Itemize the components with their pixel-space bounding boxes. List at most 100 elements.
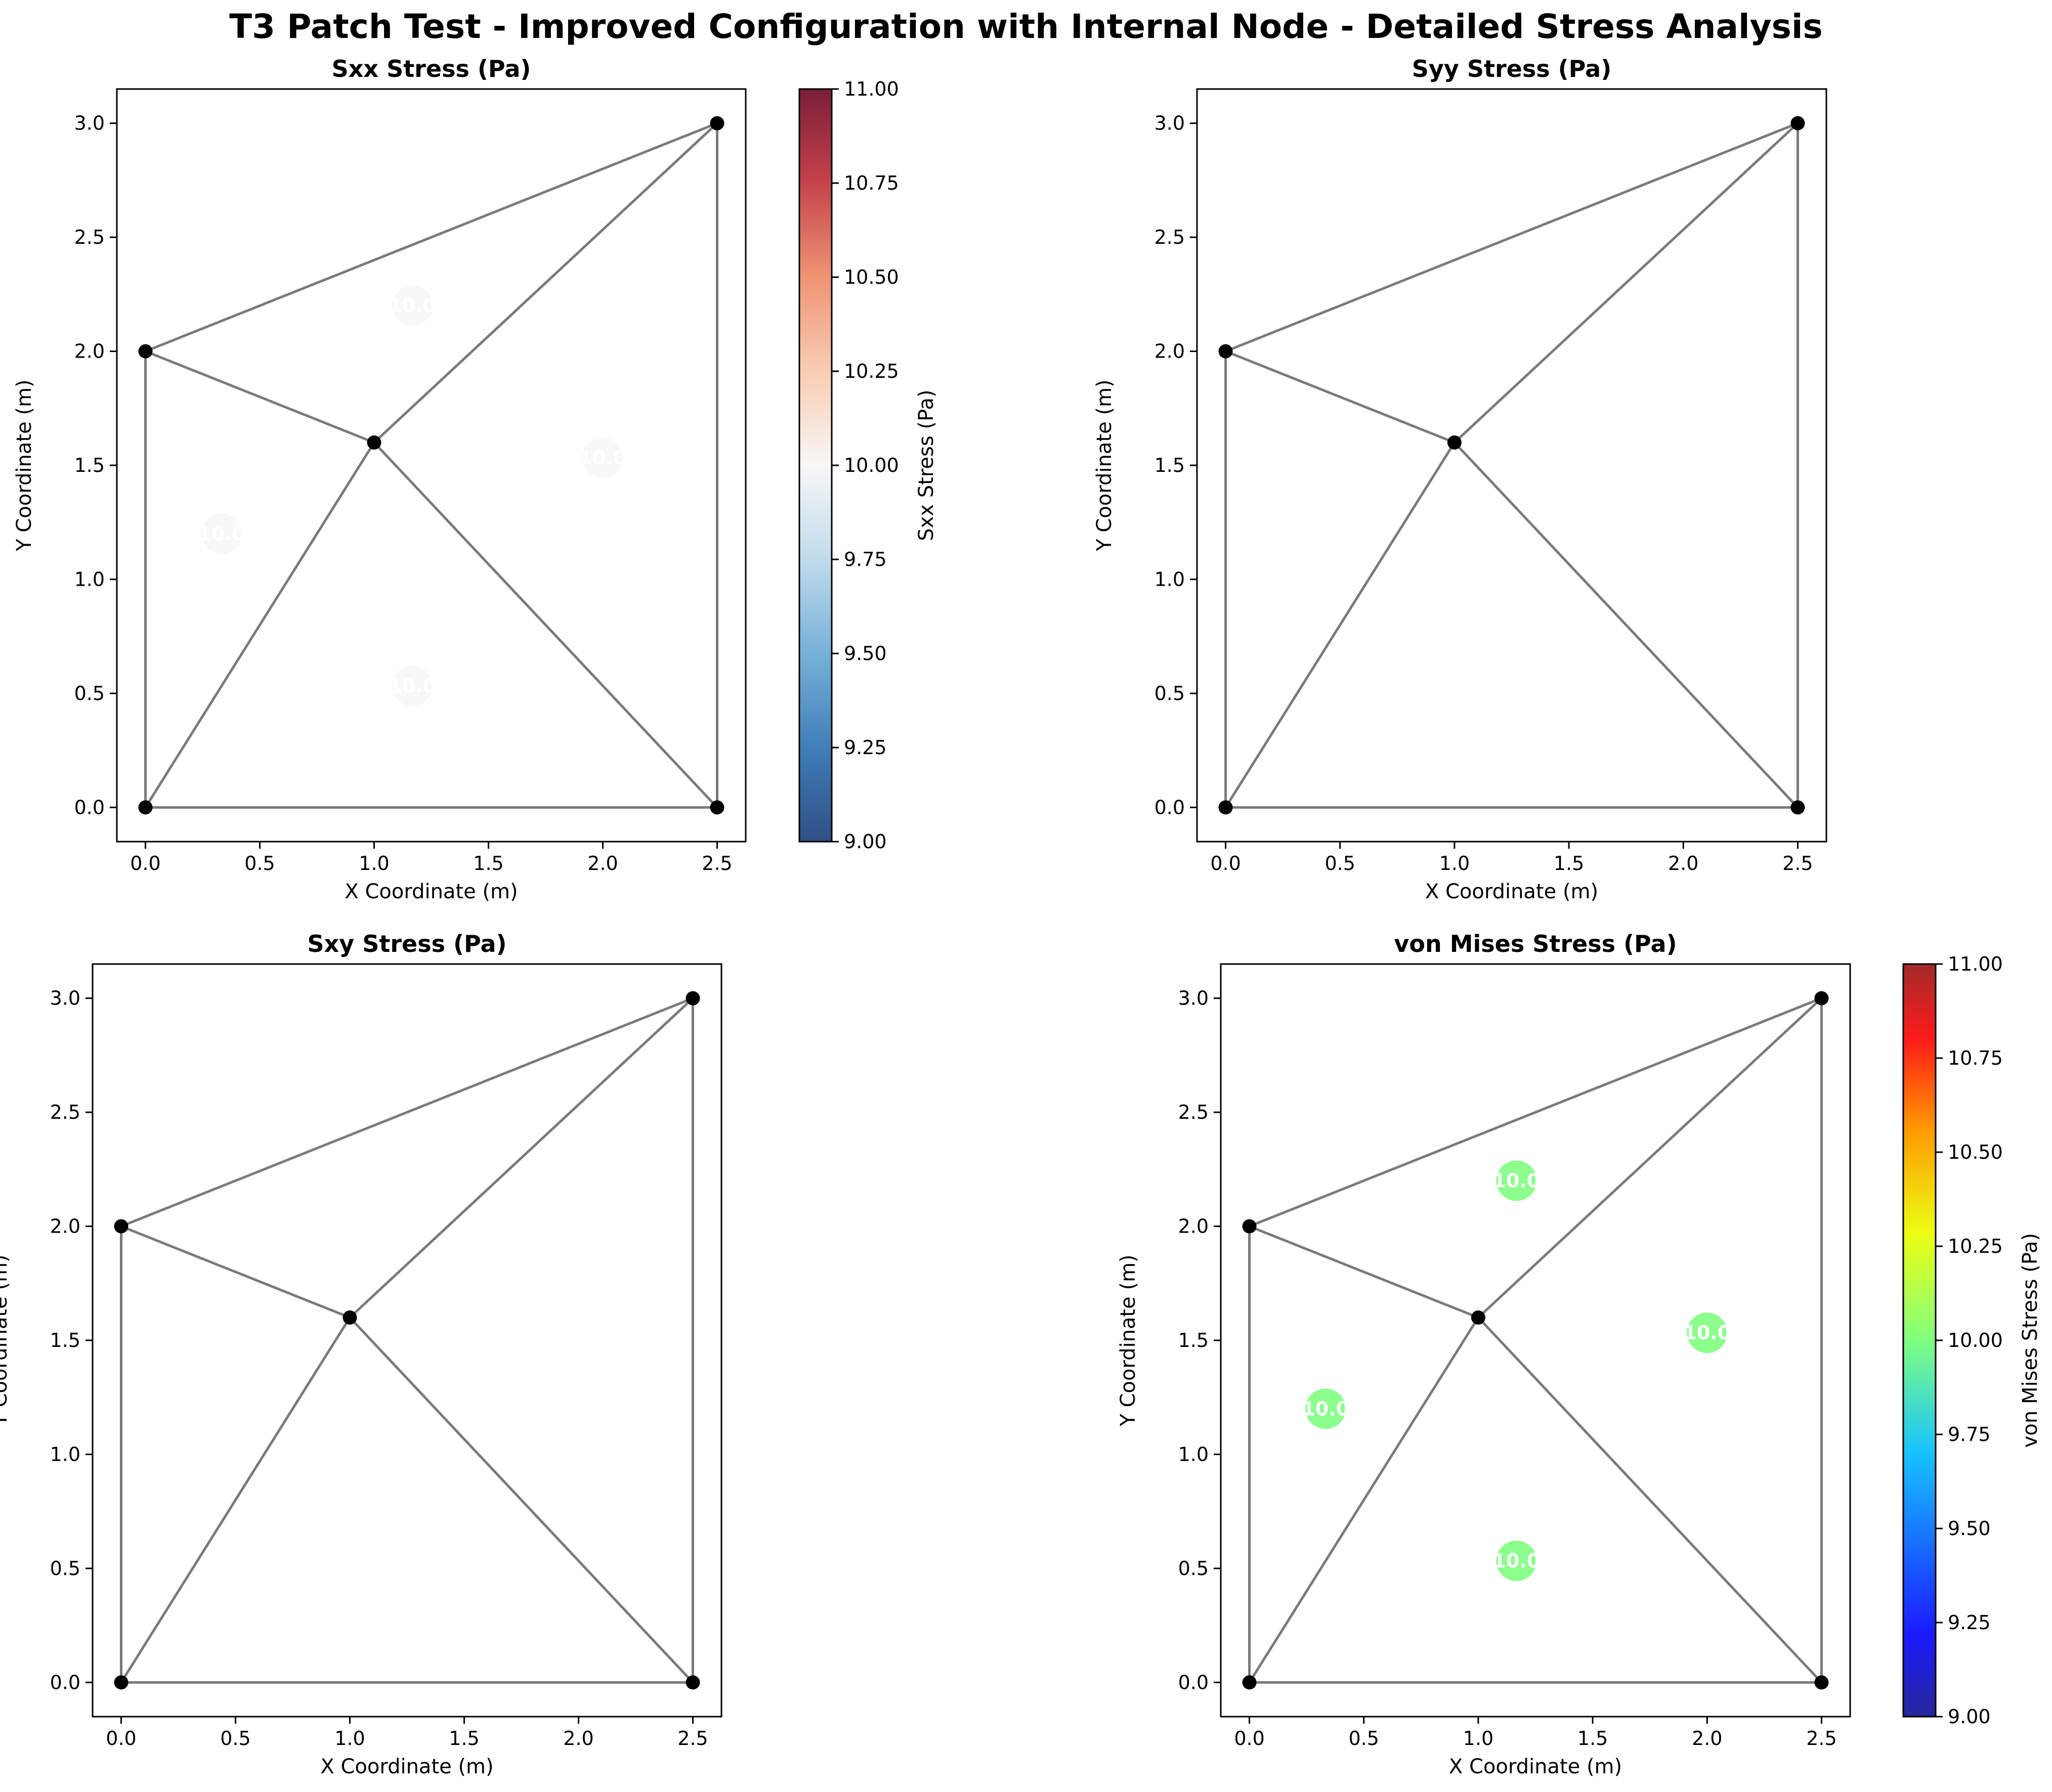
colorbar-gradient [1902,963,1937,1718]
x-tick-label: 2.5 [1806,1727,1836,1750]
colorbar-tick-label: 10.75 [844,172,899,194]
y-tick-label: 3.0 [1155,112,1185,135]
element-stress-marker [1496,1541,1537,1582]
mesh-node [1814,1675,1829,1690]
element-stress-marker [582,438,623,478]
mesh-edge [1249,1225,1479,1319]
x-tick-label: 1.0 [334,1727,365,1750]
colorbar-tick-label: 9.00 [844,831,887,853]
x-tick-label: 0.0 [106,1727,136,1750]
y-tick-label: 2.0 [1155,340,1185,363]
mesh-node [367,435,381,450]
x-tick-label: 2.0 [587,852,618,875]
x-tick-label: 0.5 [1325,852,1355,875]
y-tick-label: 2.5 [1178,1101,1209,1123]
mesh-edge [1225,122,1799,353]
mesh-node [114,1675,129,1690]
colorbar-tick-label: 10.50 [844,266,899,288]
element-stress-marker [392,285,433,326]
y-tick-label: 2.0 [74,340,105,363]
y-tick-label: 1.0 [1155,568,1185,590]
mesh-edge [1454,122,1799,444]
colorbar-label: von Mises Stress (Pa) [2019,1233,2042,1448]
y-axis-label: Y Coordinate (m) [1117,1254,1140,1426]
colorbar-tick-label: 9.50 [844,642,887,665]
x-tick-label: 1.5 [1554,852,1584,875]
y-tick-label: 3.0 [74,112,105,135]
colorbar-label: Sxx Stress (Pa) [915,389,938,541]
element-stress-label: 10.0 [579,447,627,469]
y-axis-label: Y Coordinate (m) [13,379,36,551]
x-tick-label: 0.0 [130,852,160,875]
element-stress-label: 10.0 [1493,1169,1541,1192]
y-tick-label: 1.5 [74,454,105,476]
mesh-edge [1249,997,1822,1228]
element-stress-marker [1496,1160,1537,1201]
colorbar-tick-label: 11.00 [844,78,899,100]
mesh-node [1814,991,1829,1006]
mesh-node [1218,800,1233,815]
colorbar-tick-label: 9.75 [844,548,887,571]
y-tick-label: 0.5 [50,1557,80,1580]
element-stress-label: 10.0 [1493,1550,1541,1572]
colorbar-tick-label: 10.25 [1948,1235,2003,1257]
x-tick-label: 0.0 [1234,1727,1264,1750]
mesh-node [1790,116,1805,130]
axes-frame [1220,963,1851,1718]
element-stress-label: 10.0 [1302,1397,1349,1420]
mesh-node [1790,800,1805,815]
mesh-node [138,344,153,359]
colorbar-tick-label: 9.25 [1948,1611,1991,1634]
y-tick-label: 1.5 [1178,1329,1209,1351]
mesh-node [1218,344,1233,359]
y-tick-label: 2.5 [1155,226,1185,248]
subplot-title: Syy Stress (Pa) [1412,55,1611,82]
mesh-node [710,116,724,130]
colorbar-tick-label: 10.75 [1948,1047,2003,1069]
mesh-edge [1224,442,1456,808]
mesh-edge [373,442,718,809]
subplot-1: Sxx Stress (Pa) 0.0 0.5 1.0 1.5 2.0 2.5 0.0 0.5 1… [13,55,938,903]
y-tick-label: 1.0 [1178,1443,1209,1465]
element-stress-label: 10.0 [389,675,436,697]
x-tick-label: 1.5 [473,852,503,875]
x-tick-label: 2.5 [1782,852,1813,875]
subplot-title: Sxy Stress (Pa) [307,930,506,957]
mesh-node [1471,1310,1485,1325]
y-tick-label: 1.0 [50,1443,80,1465]
mesh-node [1242,1675,1257,1690]
x-tick-label: 1.0 [359,852,389,875]
x-tick-label: 2.0 [1692,1727,1722,1750]
colorbar-tick-label: 9.75 [1948,1423,1991,1446]
x-axis-label: X Coordinate (m) [320,1755,493,1778]
y-tick-label: 2.5 [50,1101,80,1123]
mesh-node [138,800,153,815]
y-tick-label: 1.5 [50,1329,80,1351]
y-tick-label: 3.0 [50,987,80,1010]
colorbar-tick-label: 11.00 [1948,953,2003,975]
x-tick-label: 0.5 [244,852,275,875]
element-stress-label: 10.0 [1683,1322,1731,1344]
subplot-4: von Mises Stress (Pa) 0.0 0.5 1.0 1.5 2.0 2.5 0… [1117,930,2042,1778]
y-tick-label: 0.0 [50,1671,80,1693]
axes-frame [92,963,722,1718]
subplot-title: von Mises Stress (Pa) [1394,930,1677,957]
y-tick-label: 1.0 [74,568,105,590]
x-axis-label: X Coordinate (m) [1425,880,1598,903]
colorbar: 9.00 9.25 9.50 9.75 10.00 10.25 10.50 10.75 11.0… [798,78,938,853]
mesh-node [114,1219,129,1234]
element-stress-marker [1305,1388,1346,1429]
x-tick-label: 0.0 [1210,852,1241,875]
x-tick-label: 0.5 [1349,1727,1379,1750]
y-tick-label: 0.0 [1155,796,1185,818]
y-tick-label: 0.0 [1178,1671,1209,1693]
y-axis-label: Y Coordinate (m) [0,1254,12,1426]
x-tick-label: 2.0 [563,1727,593,1750]
colorbar-tick-label: 9.25 [844,736,887,759]
mesh-node [1242,1219,1257,1234]
subplot-2: Syy Stress (Pa) 0.0 0.5 1.0 1.5 2.0 2.5 0.0 0.5 1… [1093,55,1827,903]
y-tick-label: 0.5 [1155,682,1185,705]
colorbar-tick-label: 10.25 [844,360,899,382]
